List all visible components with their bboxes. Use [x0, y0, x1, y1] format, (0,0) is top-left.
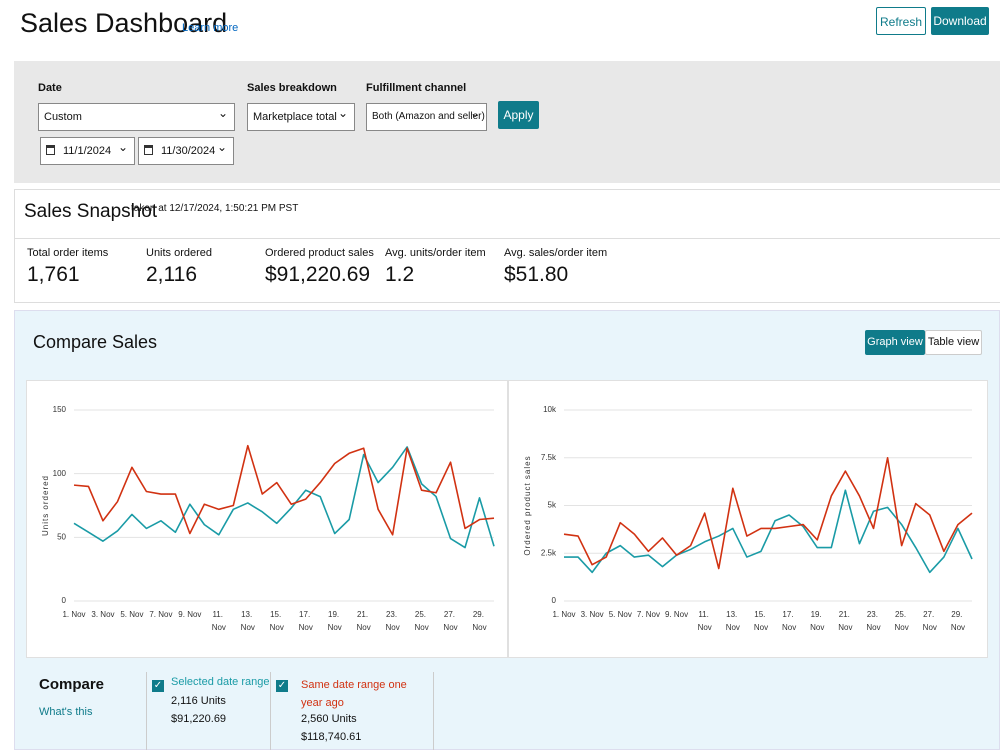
compare-units: 2,560 Units: [301, 713, 357, 725]
y-tick-label: 2.5k: [541, 548, 557, 557]
start-date-input[interactable]: 11/1/2024: [40, 134, 135, 165]
x-tick-label: 21. Nov: [357, 610, 371, 632]
metric: Avg. sales/order item $51.80: [504, 247, 607, 287]
x-tick-label: 13. Nov: [241, 610, 255, 632]
sales-chart: 0 2.5k 5k 7.5k 10k Ordered product sales 1. No…: [508, 380, 988, 658]
x-tick-label: 3. Nov: [91, 610, 114, 619]
calendar-icon: [144, 145, 153, 155]
x-tick-label: 15. Nov: [754, 610, 768, 632]
x-tick-label: 13. Nov: [726, 610, 740, 632]
y-tick-label: 5k: [548, 501, 557, 510]
compare-item: [146, 672, 271, 750]
apply-button[interactable]: Apply: [498, 101, 539, 129]
series-line: [564, 489, 973, 574]
y-axis-title: Units ordered: [41, 475, 50, 536]
learn-more-link[interactable]: Learn more: [182, 22, 239, 34]
x-tick-label: 5. Nov: [609, 610, 632, 619]
snapshot-panel: [14, 189, 1000, 303]
x-tick-label: 29. Nov: [472, 610, 486, 632]
y-tick-label: 50: [57, 532, 66, 541]
series-line: [563, 456, 973, 570]
x-tick-label: 7. Nov: [149, 610, 172, 619]
table-view-button[interactable]: Table view: [925, 330, 982, 355]
units-chart: 0 50 100 150 Units ordered 1. Nov 3. Nov 5. Nov…: [26, 380, 508, 658]
metric-value: 1,761: [27, 263, 80, 286]
checkbox[interactable]: ✓: [152, 680, 164, 692]
compare-sales-title: Compare Sales: [33, 332, 158, 352]
metric-value: $91,220.69: [265, 263, 371, 286]
compare-sales: $91,220.69: [171, 713, 227, 725]
end-date-input[interactable]: 11/30/2024: [138, 134, 234, 165]
x-tick-label: 5. Nov: [120, 610, 143, 619]
snapshot-time: taken at 12/17/2024, 1:50:21 PM PST: [131, 203, 299, 214]
x-tick-label: 17. Nov: [782, 610, 796, 632]
x-tick-label: 11. Nov: [212, 610, 226, 632]
x-tick-label: 27. Nov: [923, 610, 937, 632]
date-label: Date: [38, 82, 62, 94]
legend-label: Same date range one year ago: [301, 679, 407, 709]
metric: Total order items 1,761: [27, 247, 108, 287]
metric-value: $51.80: [504, 263, 569, 286]
metric-label: Avg. sales/order item: [504, 247, 608, 259]
x-tick-label: 25. Nov: [414, 610, 428, 632]
x-tick-label: 25. Nov: [895, 610, 909, 632]
y-tick-label: 7.5k: [541, 453, 557, 462]
page-title: Sales Dashboard: [20, 8, 228, 38]
x-tick-label: 1. Nov: [552, 610, 575, 619]
series-line: [73, 446, 495, 549]
checkbox[interactable]: ✓: [276, 680, 288, 692]
legend-label: Selected date range: [171, 676, 270, 688]
metric: Avg. units/order item 1.2: [385, 247, 486, 287]
graph-view-button[interactable]: Graph view: [865, 330, 925, 355]
x-tick-label: 23. Nov: [386, 610, 400, 632]
y-tick-label: 150: [53, 405, 67, 414]
metric-label: Avg. units/order item: [385, 247, 486, 259]
compare-item: [270, 672, 434, 750]
fulfillment-select[interactable]: Both (Amazon and seller): [366, 100, 487, 131]
x-tick-label: 3. Nov: [581, 610, 604, 619]
x-tick-label: 11. Nov: [698, 610, 712, 632]
x-tick-label: 19. Nov: [810, 610, 824, 632]
y-tick-label: 0: [62, 596, 67, 605]
download-button[interactable]: Download: [931, 7, 989, 35]
compare-sales: $118,740.61: [301, 731, 362, 743]
x-tick-label: 15. Nov: [270, 610, 284, 632]
x-tick-label: 17. Nov: [299, 610, 313, 632]
metric-label: Ordered product sales: [265, 247, 374, 259]
sales-breakdown-select[interactable]: Marketplace total: [247, 100, 355, 131]
x-tick-label: 23. Nov: [866, 610, 880, 632]
x-tick-label: 7. Nov: [637, 610, 660, 619]
compare-title: Compare: [39, 676, 105, 693]
y-tick-label: 100: [53, 469, 67, 478]
metric: Units ordered 2,116: [146, 247, 212, 287]
x-tick-label: 19. Nov: [328, 610, 342, 632]
calendar-icon: [46, 145, 55, 155]
metric-value: 1.2: [385, 263, 415, 286]
series-line: [73, 444, 495, 536]
snapshot-title: Sales Snapshot: [24, 201, 158, 222]
x-tick-label: 1. Nov: [62, 610, 85, 619]
y-tick-label: 0: [552, 596, 557, 605]
metric: Ordered product sales $91,220.69: [265, 247, 374, 287]
metric-value: 2,116: [146, 263, 197, 286]
fulfillment-label: Fulfillment channel: [366, 82, 467, 94]
x-tick-label: 29. Nov: [951, 610, 965, 632]
x-tick-label: 27. Nov: [443, 610, 457, 632]
divider: [14, 238, 1000, 239]
x-tick-label: 9. Nov: [665, 610, 688, 619]
x-tick-label: 9. Nov: [178, 610, 201, 619]
sales-breakdown-label: Sales breakdown: [247, 82, 337, 94]
metric-label: Total order items: [27, 247, 109, 259]
metric-label: Units ordered: [146, 247, 213, 259]
y-tick-label: 10k: [543, 405, 557, 414]
whats-this-link[interactable]: What's this: [39, 706, 93, 718]
y-axis-title: Ordered product sales: [523, 455, 532, 555]
date-select[interactable]: Custom: [38, 100, 235, 131]
compare-units: 2,116 Units: [171, 695, 226, 707]
x-tick-label: 21. Nov: [838, 610, 852, 632]
refresh-button[interactable]: Refresh: [876, 7, 926, 35]
